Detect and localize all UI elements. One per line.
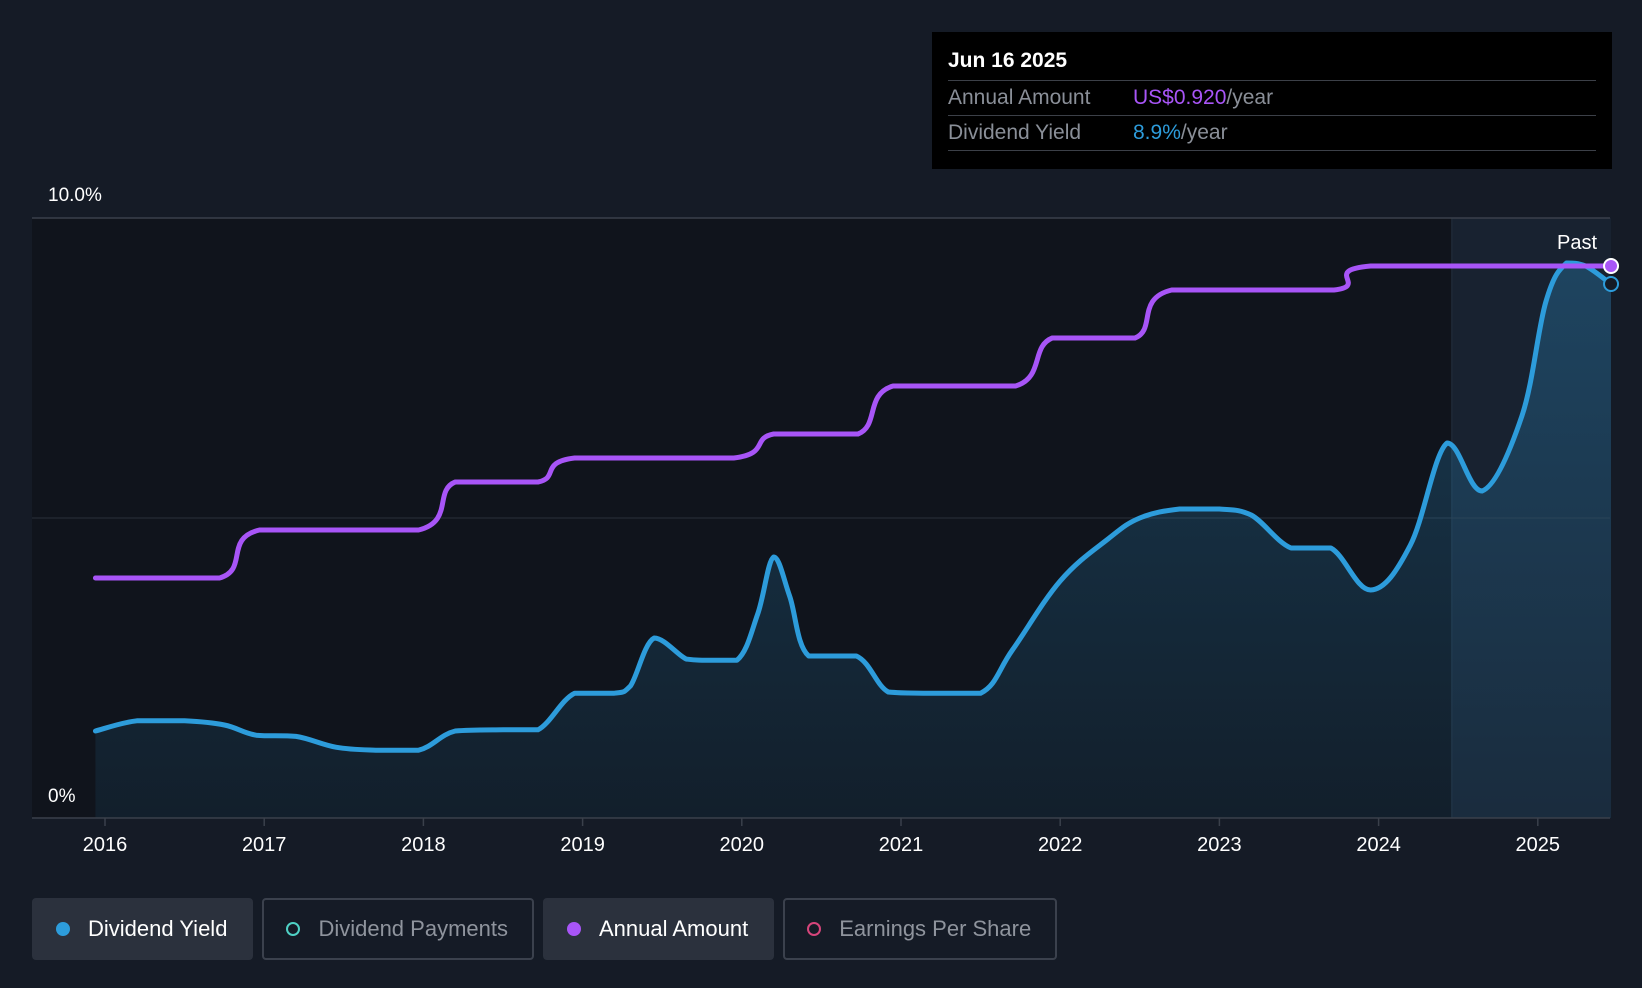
x-tick-label: 2016 [83,834,128,856]
legend-earnings-per-share[interactable]: Earnings Per Share [783,898,1058,960]
legend-dividend-payments[interactable]: Dividend Payments [262,898,534,960]
legend-label: Annual Amount [598,916,749,941]
x-tick-label: 2022 [1038,834,1083,856]
tooltip-row-dividend-yield: Dividend Yield 8.9% /year [948,115,1596,151]
legend-annual-amount[interactable]: Annual Amount [542,898,775,960]
y-tick-label: 0% [48,786,76,807]
x-tick-label: 2023 [1197,834,1242,856]
x-tick-label: 2024 [1356,834,1401,856]
annual-amount-line [92,263,1614,581]
dividend-chart: 10.0% 0% 2016 2017 2018 2019 2020 2021 2022 2023 2… [32,185,1620,856]
tooltip-unit: /year [1180,121,1228,144]
legend-label: Dividend Yield [88,916,228,941]
legend-dot-icon [566,922,581,936]
y-tick-label: 10.0% [48,185,102,206]
tooltip-label: Annual Amount [948,86,1091,109]
dividend-yield-line [92,260,1614,753]
tooltip-label: Dividend Yield [948,121,1082,144]
x-tick-label: 2017 [242,834,287,856]
tooltip-date: Jun 16 2025 [948,49,1068,72]
x-tick-label: 2025 [1516,834,1561,856]
x-tick-label: 2020 [720,834,765,856]
tooltip-value: 8.9% [1133,121,1181,144]
dividend-yield-end-point [1603,276,1620,292]
dividend-yield-area [95,263,1612,818]
legend-label: Earnings Per Share [839,916,1032,941]
legend-label: Dividend Payments [318,916,508,941]
legend-dot-icon [286,922,301,936]
tooltip-row-annual-amount: Annual Amount US$0.920 /year [948,80,1596,115]
annual-amount-end-point [1603,258,1620,274]
chart-tooltip: Jun 16 2025 Annual Amount US$0.920 /year… [932,32,1612,169]
tooltip-unit: /year [1226,86,1274,109]
x-tick-label: 2021 [879,834,924,856]
legend-dot-icon [807,922,822,936]
tooltip-value: US$0.920 [1133,86,1227,109]
legend-dividend-yield[interactable]: Dividend Yield [32,898,254,960]
x-tick-label: 2019 [560,834,605,856]
past-label: Past [1557,232,1597,254]
legend-dot-icon [56,922,70,936]
x-tick-label: 2018 [401,834,446,856]
chart-legend: Dividend Yield Dividend Payments Annual … [32,898,1058,960]
